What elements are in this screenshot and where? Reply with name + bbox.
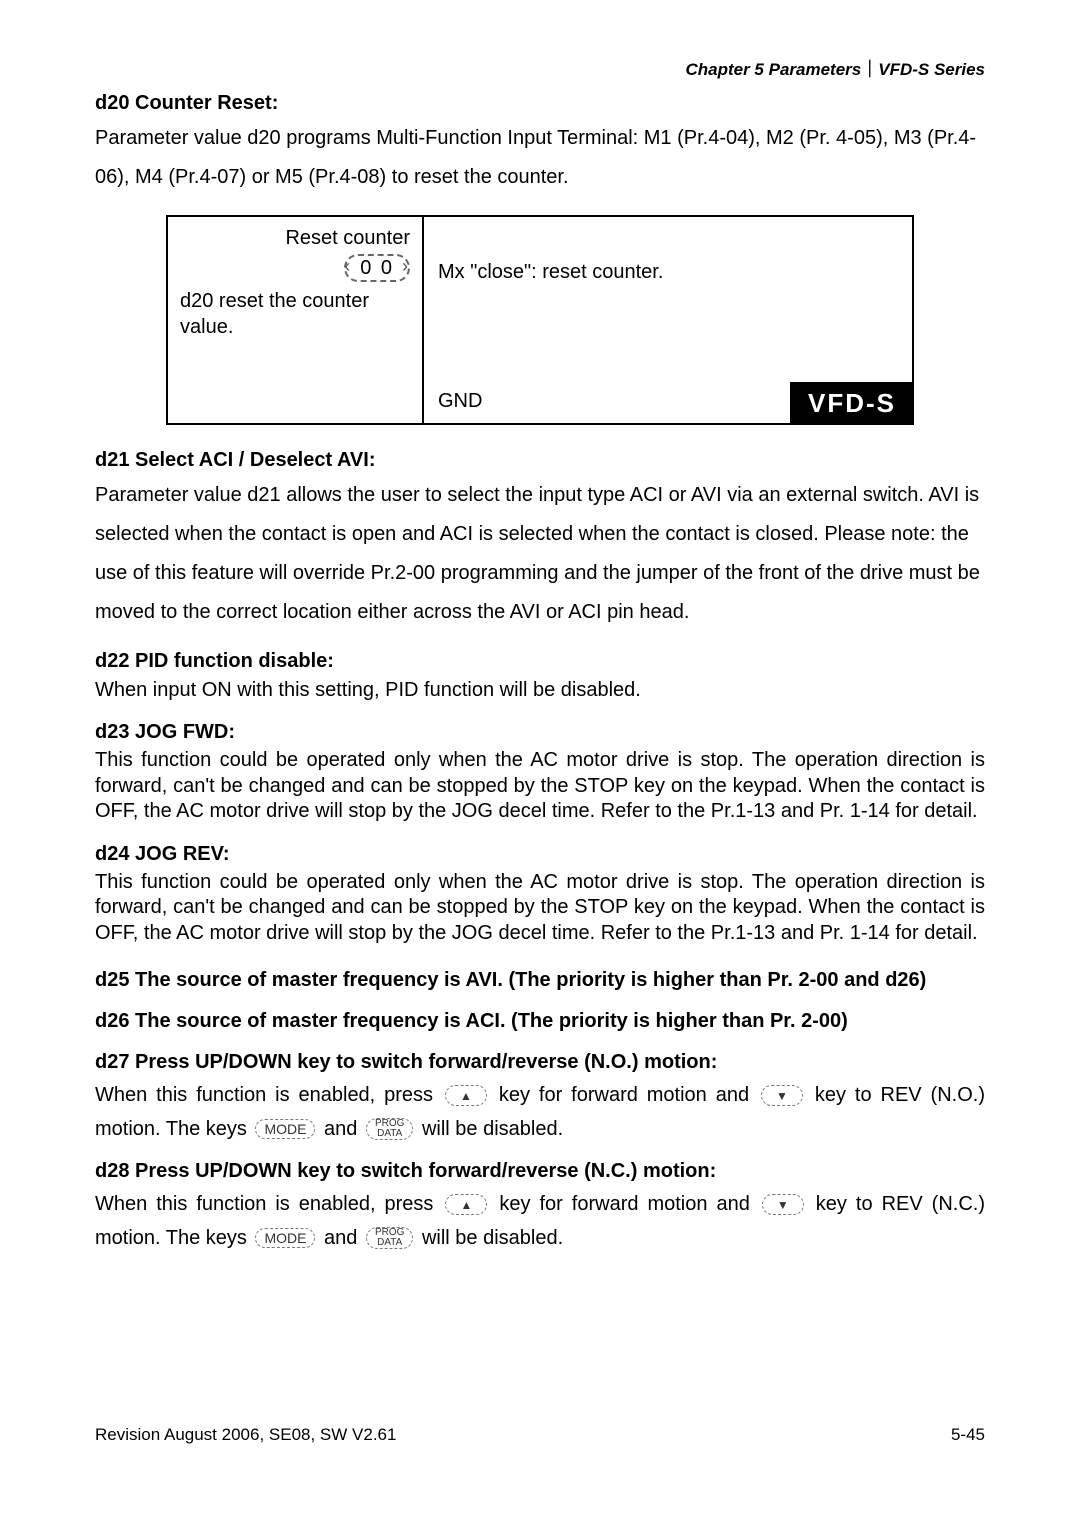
d22-title: d22 PID function disable: [95,650,985,673]
d22-body: When input ON with this setting, PID fun… [95,677,985,703]
prog-data-key-icon: PROGDATA [366,1227,413,1249]
diagram-mx-text: Mx "close": reset counter. [438,261,663,284]
header: Chapter 5 Parameters｜VFD-S Series [95,55,985,80]
page: Chapter 5 Parameters｜VFD-S Series d20 Co… [0,0,1080,1485]
d20-title: d20 Counter Reset: [95,92,985,115]
d27-t5: will be disabled. [416,1118,563,1140]
d28-t4: and [318,1227,362,1249]
d27-t2: key for forward motion and [490,1084,758,1106]
d27-t1: When this function is enabled, press [95,1084,442,1106]
footer-right: 5-45 [951,1425,985,1445]
d27-t4: and [318,1118,362,1140]
diagram-left-text: d20 reset the counter value. [180,288,410,340]
up-key-icon [445,1194,487,1215]
vfd-badge: VFD-S [790,382,914,425]
d23-title: d23 JOG FWD: [95,721,985,744]
footer: Revision August 2006, SE08, SW V2.61 5-4… [95,1425,985,1445]
d28-t1: When this function is enabled, press [95,1193,442,1215]
d28-t5: will be disabled. [416,1227,563,1249]
down-key-icon [761,1085,803,1106]
d21-body: Parameter value d21 allows the user to s… [95,476,985,632]
up-key-icon [445,1085,487,1106]
d23-body: This function could be operated only whe… [95,748,985,825]
d24-title: d24 JOG REV: [95,843,985,866]
d28-body: When this function is enabled, press key… [95,1187,985,1255]
d24-body: This function could be operated only whe… [95,870,985,947]
down-key-icon [762,1194,804,1215]
diagram: Reset counter 0 0 d20 reset the counter … [95,215,985,425]
d25-title: d25 The source of master frequency is AV… [95,969,985,992]
diagram-right: Mx "close": reset counter. GND VFD-S [424,215,914,425]
d27-body: When this function is enabled, press key… [95,1078,985,1146]
diagram-reset-label: Reset counter [180,227,410,250]
diagram-display: 0 0 [344,254,410,282]
d28-t2: key for forward motion and [490,1193,758,1215]
mode-key-icon: MODE [255,1119,315,1139]
prog-data-key-icon: PROGDATA [366,1118,413,1140]
diagram-left: Reset counter 0 0 d20 reset the counter … [166,215,424,425]
mode-key-icon: MODE [255,1228,315,1248]
diagram-gnd: GND [438,390,482,413]
d28-title: d28 Press UP/DOWN key to switch forward/… [95,1160,985,1183]
d20-body: Parameter value d20 programs Multi-Funct… [95,119,985,197]
d21-title: d21 Select ACI / Deselect AVI: [95,449,985,472]
header-sep: ｜ [861,60,878,79]
header-chapter: Chapter 5 Parameters [685,60,861,79]
header-series: VFD-S Series [878,60,985,79]
footer-left: Revision August 2006, SE08, SW V2.61 [95,1425,396,1445]
d27-title: d27 Press UP/DOWN key to switch forward/… [95,1051,985,1074]
d26-title: d26 The source of master frequency is AC… [95,1010,985,1033]
